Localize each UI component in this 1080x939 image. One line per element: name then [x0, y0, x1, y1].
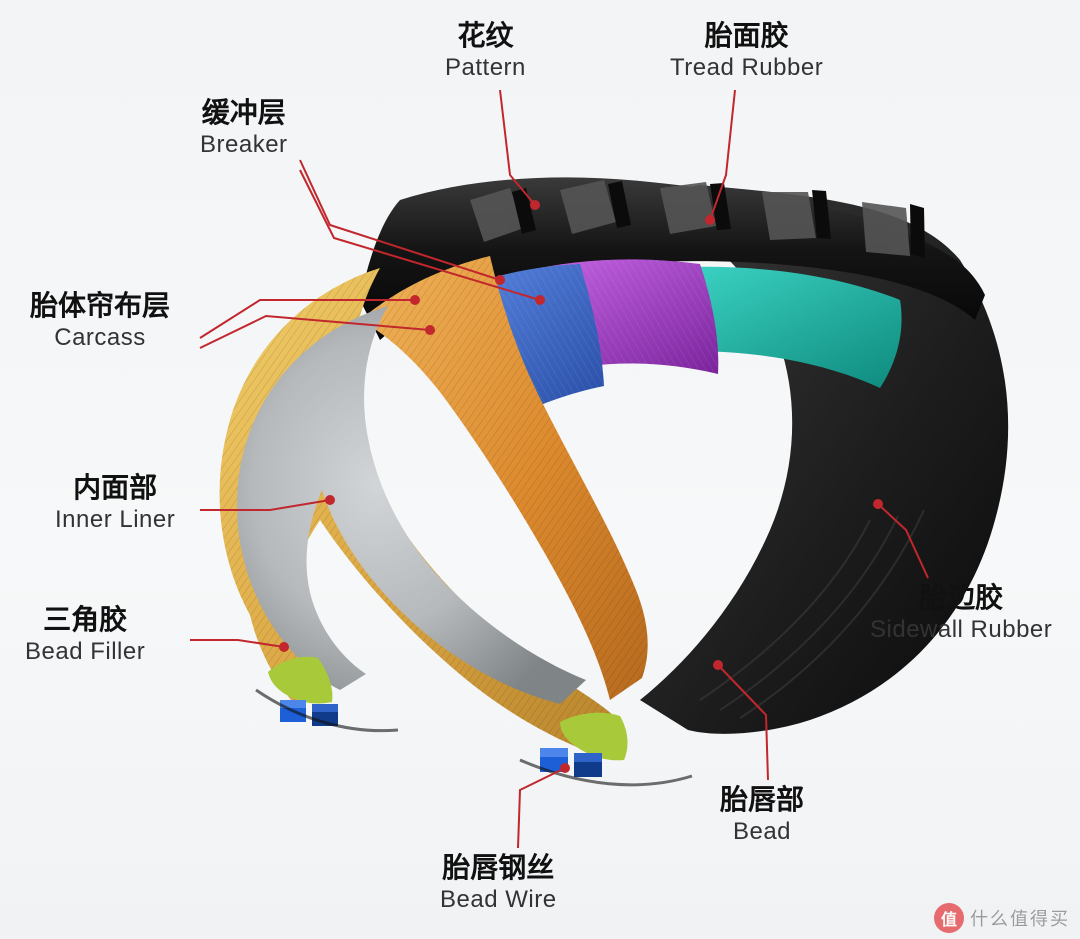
- tire-illustration: [0, 0, 1080, 939]
- tire-diagram-stage: 花纹Pattern胎面胶Tread Rubber缓冲层Breaker胎体帘布层C…: [0, 0, 1080, 939]
